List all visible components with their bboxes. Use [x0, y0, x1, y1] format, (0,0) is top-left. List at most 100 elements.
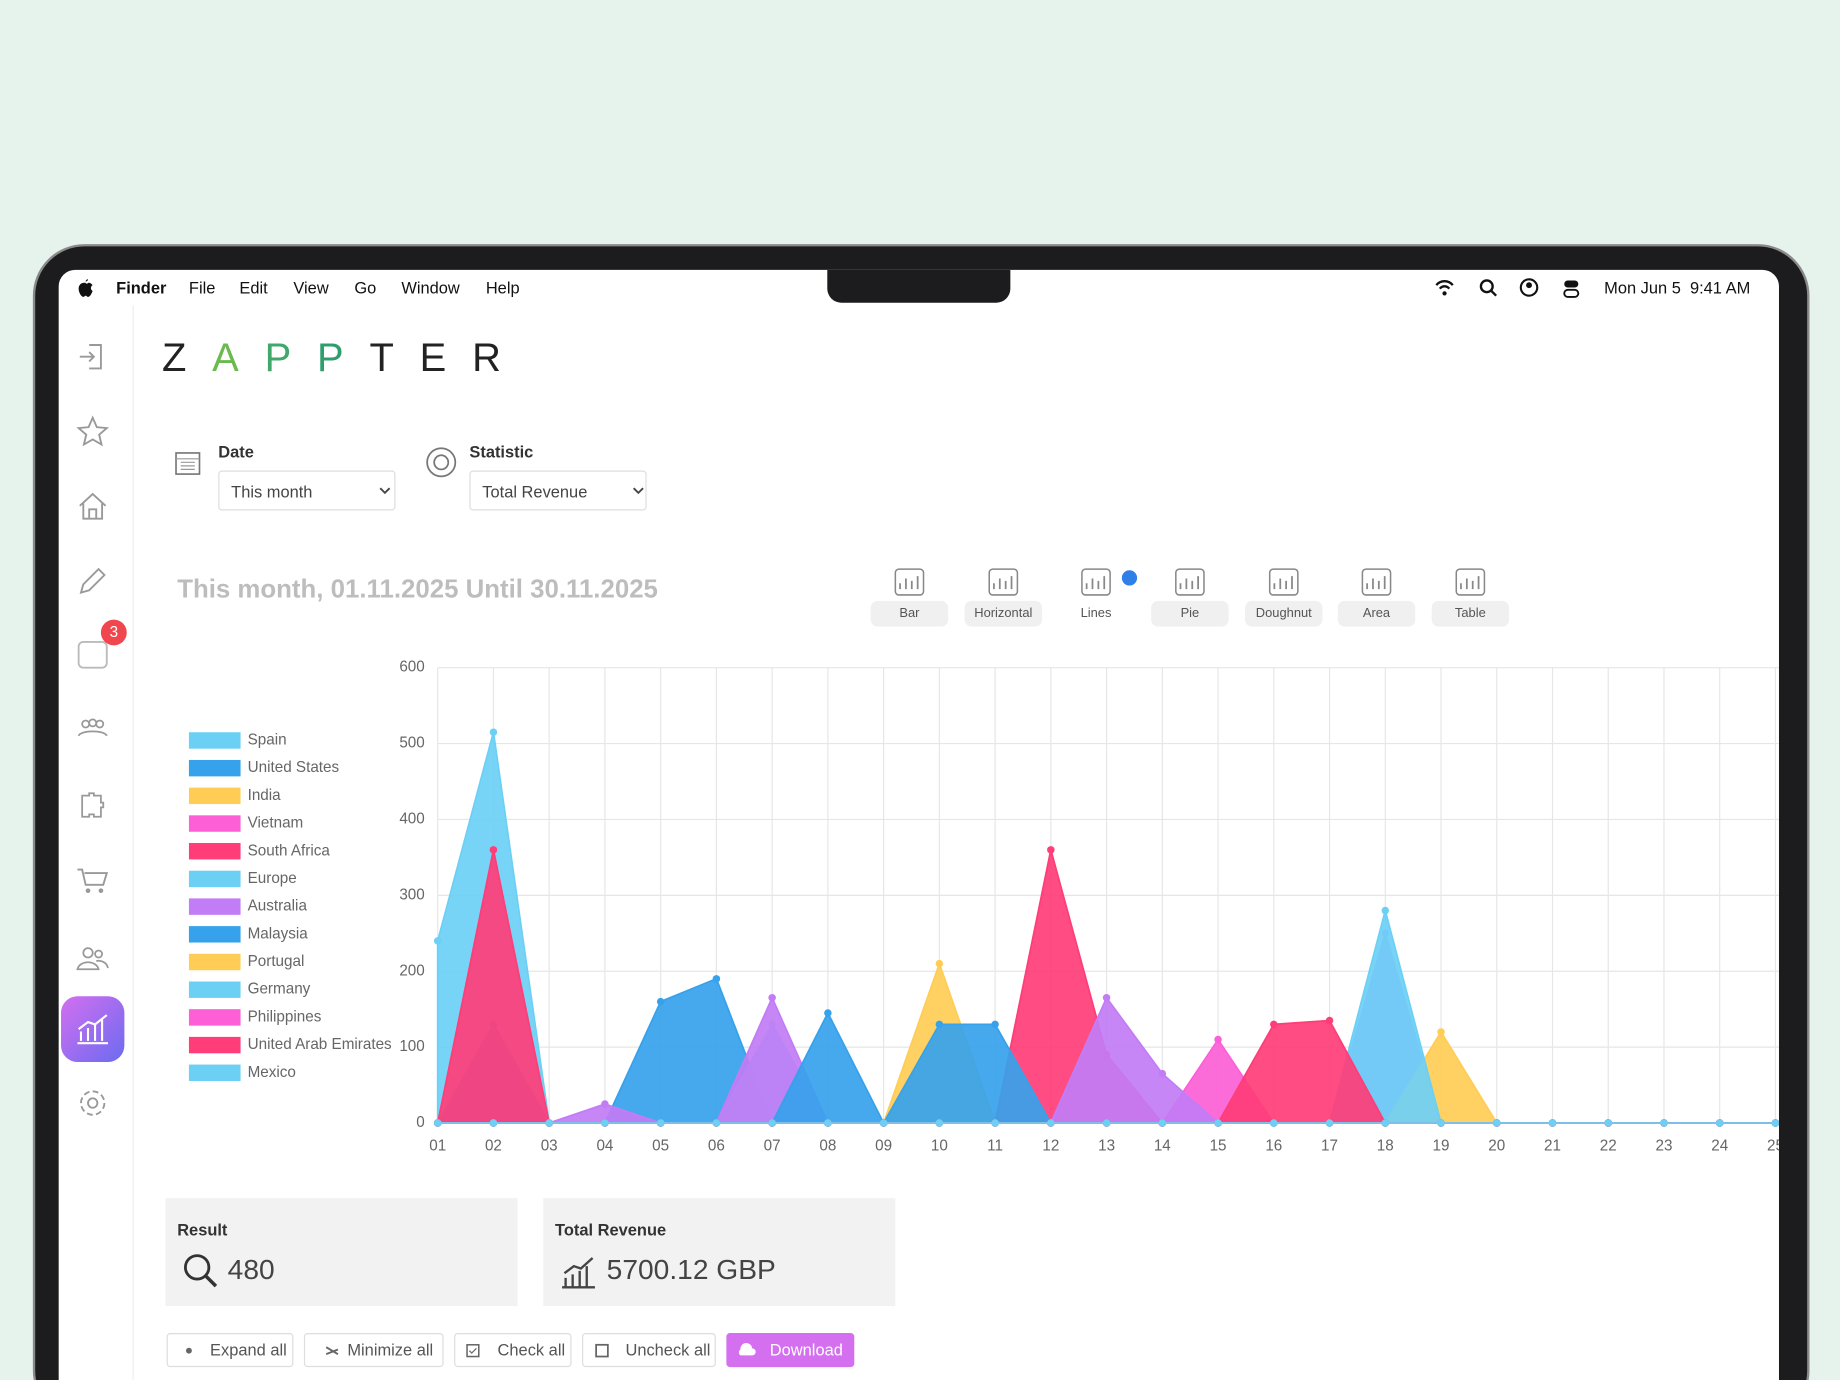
- statistics-active[interactable]: [61, 996, 125, 1062]
- date-select[interactable]: This month: [218, 470, 396, 511]
- menu-item[interactable]: Help: [485, 278, 520, 297]
- data-point: [489, 728, 498, 736]
- plugins-icon[interactable]: [75, 789, 110, 824]
- select-value: This month: [231, 482, 313, 502]
- select-value: Total Revenue: [482, 482, 588, 502]
- chart-type-button[interactable]: Pie: [1151, 600, 1229, 627]
- x-tick-label: 21: [1544, 1138, 1561, 1155]
- settings-icon[interactable]: [75, 1085, 110, 1120]
- y-tick-label: 200: [399, 962, 424, 979]
- button-label: Expand all: [210, 1340, 287, 1359]
- button-label: Download: [769, 1340, 843, 1359]
- data-point: [1270, 1119, 1278, 1127]
- button-label: Uncheck all: [625, 1340, 711, 1359]
- chart-type-button[interactable]: Lines: [1057, 600, 1135, 627]
- legend-label: Australia: [248, 898, 308, 915]
- data-point: [879, 1119, 888, 1127]
- data-point: [1214, 1119, 1222, 1127]
- check-all-button[interactable]: Check all: [454, 1333, 572, 1368]
- customers-icon[interactable]: [75, 941, 110, 976]
- notification-badge: 3: [100, 619, 127, 646]
- x-tick-label: 03: [541, 1138, 558, 1155]
- filter-label: Statistic: [469, 442, 534, 462]
- menu-item[interactable]: Edit: [239, 278, 268, 297]
- statistic-select[interactable]: Total Revenue: [469, 470, 647, 511]
- statistic-icon: [426, 447, 457, 478]
- chart-type-button[interactable]: Table: [1431, 600, 1510, 627]
- x-tick-label: 20: [1488, 1138, 1505, 1155]
- minimize-all-button[interactable]: Minimize all: [303, 1333, 444, 1368]
- data-point: [768, 1119, 776, 1127]
- data-point: [1381, 1119, 1390, 1127]
- legend-label: Spain: [248, 731, 287, 748]
- x-tick-label: 24: [1711, 1138, 1728, 1155]
- chart-type-icon: [1268, 568, 1299, 596]
- logo-letter: R: [472, 335, 501, 381]
- data-point: [1715, 1119, 1724, 1127]
- data-point: [935, 1119, 944, 1127]
- screen: Finder File Edit View Go Window Help Mon…: [58, 269, 1779, 1380]
- chart-type-icon: [1081, 568, 1111, 596]
- home-icon[interactable]: [75, 489, 110, 524]
- x-tick-label: 11: [987, 1138, 1003, 1155]
- status-icons[interactable]: [1432, 277, 1585, 298]
- x-tick-label: 01: [429, 1138, 446, 1155]
- data-point: [545, 1119, 553, 1127]
- menu-item[interactable]: View: [293, 278, 329, 297]
- cart-icon[interactable]: [75, 862, 110, 897]
- data-point: [712, 1119, 721, 1127]
- legend-swatch: [188, 1064, 241, 1081]
- legend-swatch: [188, 898, 241, 915]
- legend-swatch: [188, 815, 241, 832]
- data-point: [1102, 994, 1111, 1002]
- y-tick-label: 300: [399, 886, 424, 903]
- x-tick-label: 14: [1154, 1138, 1171, 1155]
- x-tick-label: 08: [819, 1138, 836, 1155]
- chart-type-icon: [1361, 568, 1392, 596]
- logo-letter: P: [317, 335, 344, 381]
- apple-logo[interactable]: [75, 277, 94, 298]
- expand-all-button[interactable]: Expand all: [166, 1333, 294, 1368]
- logo-letter: T: [369, 335, 394, 381]
- chart-type-button[interactable]: Area: [1337, 600, 1416, 627]
- data-point: [1325, 1016, 1334, 1025]
- menu-item[interactable]: Go: [354, 278, 377, 297]
- data-point: [433, 937, 442, 945]
- chart-type-button[interactable]: Doughnut: [1245, 600, 1323, 627]
- period-heading: This month, 01.11.2025 Until 30.11.2025: [177, 573, 658, 604]
- users-icon[interactable]: [75, 712, 110, 747]
- menu-item[interactable]: Window: [401, 278, 460, 297]
- card-label: Result: [177, 1220, 228, 1240]
- data-point: [712, 975, 721, 983]
- legend-label: Vietnam: [248, 815, 304, 832]
- data-point: [1158, 1119, 1167, 1127]
- calendar-icon[interactable]: [75, 637, 110, 672]
- legend-swatch: [188, 926, 241, 943]
- legend-label: Europe: [248, 870, 297, 887]
- uncheck-all-button[interactable]: Uncheck all: [582, 1333, 716, 1368]
- data-point: [1047, 1119, 1055, 1127]
- chart-type-button[interactable]: Horizontal: [964, 600, 1043, 627]
- x-tick-label: 25: [1767, 1138, 1779, 1155]
- logo-letter: A: [212, 335, 239, 381]
- data-point: [1214, 1035, 1222, 1044]
- x-tick-label: 10: [931, 1138, 948, 1155]
- data-point: [991, 1119, 999, 1127]
- edit-icon[interactable]: [75, 563, 110, 598]
- data-point: [601, 1100, 609, 1108]
- legend-swatch: [188, 870, 241, 888]
- data-point: [1437, 1028, 1445, 1036]
- data-point: [1158, 1069, 1167, 1078]
- data-point: [1493, 1119, 1501, 1127]
- favorites-icon[interactable]: [75, 414, 110, 449]
- legend-swatch: [188, 759, 241, 777]
- x-tick-label: 07: [764, 1138, 781, 1155]
- menu-app[interactable]: Finder: [116, 278, 167, 297]
- data-point: [489, 846, 498, 854]
- chart-type-button[interactable]: Bar: [870, 600, 949, 627]
- menu-item[interactable]: File: [188, 278, 216, 297]
- login-icon[interactable]: [75, 339, 110, 374]
- result-card: Total Revenue 5700.12 GBP: [543, 1198, 896, 1307]
- data-point: [1604, 1119, 1612, 1127]
